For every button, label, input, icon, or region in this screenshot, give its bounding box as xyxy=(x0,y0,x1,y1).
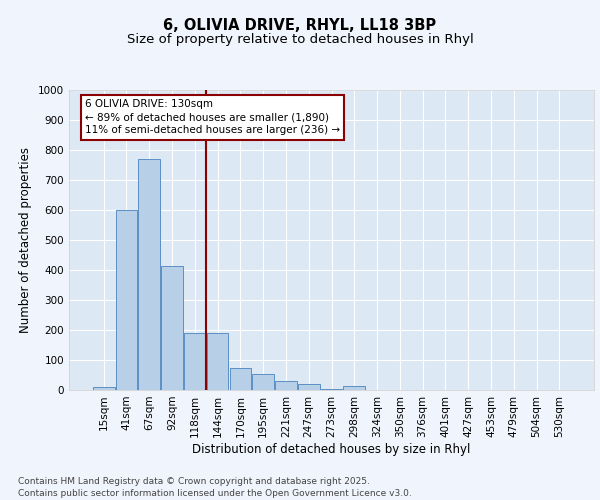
Text: Size of property relative to detached houses in Rhyl: Size of property relative to detached ho… xyxy=(127,32,473,46)
Bar xyxy=(184,333,206,390)
Bar xyxy=(343,386,365,390)
Bar xyxy=(93,387,115,390)
Bar xyxy=(207,333,229,390)
Bar xyxy=(116,210,137,390)
Bar xyxy=(298,384,320,390)
Y-axis label: Number of detached properties: Number of detached properties xyxy=(19,147,32,333)
Bar xyxy=(275,381,297,390)
X-axis label: Distribution of detached houses by size in Rhyl: Distribution of detached houses by size … xyxy=(193,442,470,456)
Bar xyxy=(230,368,251,390)
Bar xyxy=(139,159,160,390)
Bar xyxy=(320,388,343,390)
Text: 6, OLIVIA DRIVE, RHYL, LL18 3BP: 6, OLIVIA DRIVE, RHYL, LL18 3BP xyxy=(163,18,437,32)
Bar xyxy=(161,266,183,390)
Bar xyxy=(253,374,274,390)
Text: Contains HM Land Registry data © Crown copyright and database right 2025.
Contai: Contains HM Land Registry data © Crown c… xyxy=(18,476,412,498)
Text: 6 OLIVIA DRIVE: 130sqm
← 89% of detached houses are smaller (1,890)
11% of semi-: 6 OLIVIA DRIVE: 130sqm ← 89% of detached… xyxy=(85,99,340,136)
